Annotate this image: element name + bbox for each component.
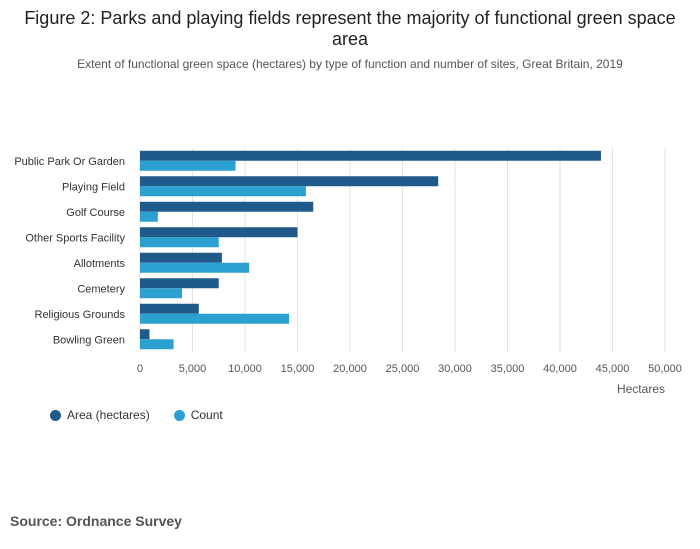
bar-count — [140, 211, 158, 222]
bar-area — [140, 201, 314, 212]
bar-count — [140, 160, 236, 171]
bar-count — [140, 186, 306, 197]
source-note: Source: Ordnance Survey — [10, 513, 182, 529]
legend-label-count: Count — [190, 408, 223, 422]
legend-item-area[interactable]: Area (hectares) — [50, 408, 150, 422]
y-category-label: Bowling Green — [53, 334, 125, 346]
bar-count — [140, 237, 219, 248]
x-tick-label: 5,000 — [179, 363, 207, 375]
bar-area — [140, 176, 439, 187]
x-tick-label: 10,000 — [228, 363, 262, 375]
y-category-label: Religious Grounds — [35, 309, 126, 321]
x-tick-label: 20,000 — [333, 363, 367, 375]
bar-count — [140, 288, 182, 299]
bar-count — [140, 262, 250, 273]
x-tick-label: 30,000 — [438, 363, 472, 375]
bar-area — [140, 278, 219, 289]
x-tick-label: 45,000 — [596, 363, 630, 375]
legend-marker-count — [173, 409, 185, 421]
y-category-label: Cemetery — [77, 283, 125, 295]
chart-legend: Area (hectares) Count — [50, 408, 223, 422]
bar-area — [140, 252, 222, 263]
y-category-label: Playing Field — [62, 181, 125, 193]
x-tick-label: 40,000 — [543, 363, 577, 375]
x-tick-label: 35,000 — [491, 363, 525, 375]
chart-title: Figure 2: Parks and playing fields repre… — [24, 8, 676, 49]
bar-area — [140, 303, 199, 314]
x-tick-label: 50,000 — [648, 363, 682, 375]
x-tick-label: 0 — [137, 363, 143, 375]
legend-marker-area — [50, 409, 61, 421]
bar-area — [140, 150, 601, 161]
x-tick-label: 25,000 — [386, 363, 420, 375]
y-category-label: Other Sports Facility — [25, 232, 125, 244]
x-tick-label: 15,000 — [281, 363, 315, 375]
bar-area — [140, 227, 298, 238]
y-category-label: Golf Course — [66, 207, 125, 219]
chart-subtitle: Extent of functional green space (hectar… — [77, 57, 623, 71]
y-category-label: Public Park Or Garden — [14, 156, 125, 168]
bar-area — [140, 329, 150, 340]
legend-item-count[interactable]: Count — [173, 408, 223, 422]
y-category-label: Allotments — [74, 258, 126, 270]
x-axis-label: Hectares — [617, 382, 665, 396]
bar-count — [140, 339, 174, 350]
bar-count — [140, 313, 290, 324]
legend-label-area: Area (hectares) — [67, 408, 150, 422]
